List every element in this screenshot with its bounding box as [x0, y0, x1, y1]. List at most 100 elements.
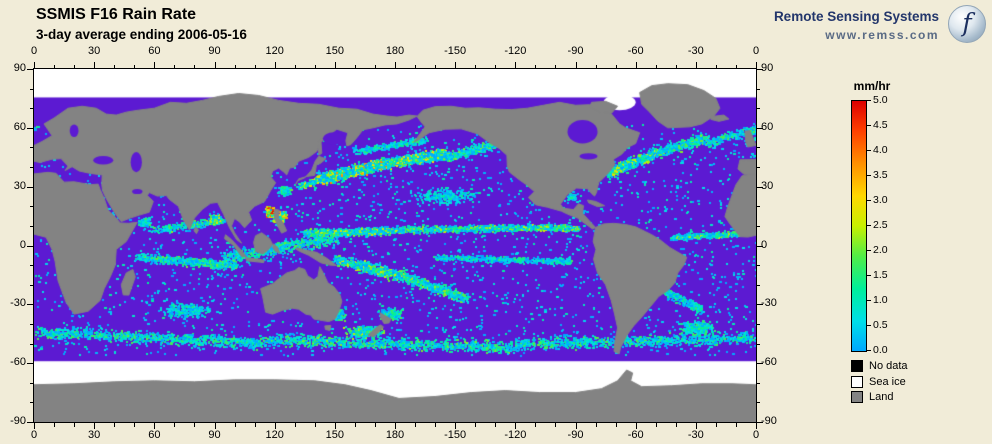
lat-minor-tick-left — [30, 88, 33, 90]
colorbar-tick-label: 4.5 — [873, 119, 888, 131]
colorbar-tick-mark — [867, 300, 871, 301]
lon-minor-tick-top — [114, 64, 116, 68]
lon-minor-tick-top — [435, 64, 437, 68]
lon-tick-label-top: 0 — [752, 45, 760, 57]
lon-minor-tick-bottom — [294, 423, 296, 427]
lon-tick-mark-bottom — [455, 423, 457, 429]
lon-minor-tick-top — [655, 64, 657, 68]
colorbar-tick-label: 2.0 — [873, 244, 888, 256]
lon-tick-mark-top — [334, 62, 336, 68]
lon-minor-tick-bottom — [254, 423, 256, 427]
lon-tick-mark-bottom — [94, 423, 96, 429]
lat-minor-tick-left — [30, 402, 33, 404]
page-subtitle: 3-day average ending 2006-05-16 — [36, 27, 247, 42]
colorbar-units-label: mm/hr — [853, 79, 891, 93]
lon-tick-label-bottom: 180 — [385, 429, 405, 441]
lon-minor-tick-bottom — [555, 423, 557, 427]
map-frame — [33, 68, 757, 423]
lon-tick-label-bottom: 30 — [88, 429, 101, 441]
lon-minor-tick-bottom — [74, 423, 76, 427]
lat-tick-label-right: -60 — [761, 356, 777, 369]
colorbar-tick-label: 1.0 — [873, 294, 888, 306]
rss-globe-logo-icon: f — [948, 5, 986, 43]
lon-tick-mark-bottom — [334, 423, 336, 429]
lon-tick-mark-bottom — [274, 423, 276, 429]
lon-tick-mark-top — [695, 62, 697, 68]
lat-minor-tick-right — [757, 343, 760, 345]
colorbar-tick-mark — [867, 225, 871, 226]
lat-minor-tick-left — [30, 225, 33, 227]
legend-swatch-sea-ice — [851, 375, 863, 388]
page-title: SSMIS F16 Rain Rate — [36, 6, 197, 23]
colorbar-tick-mark — [867, 100, 871, 101]
lon-minor-tick-top — [294, 64, 296, 68]
lon-tick-label-top: 180 — [385, 45, 405, 57]
world-rain-rate-map — [34, 69, 756, 422]
lon-tick-mark-top — [756, 62, 757, 68]
lon-minor-tick-top — [535, 64, 537, 68]
lat-tick-mark-right — [757, 127, 763, 129]
lon-tick-label-top: 90 — [208, 45, 221, 57]
lat-tick-label-right: 60 — [761, 120, 774, 133]
lat-minor-tick-right — [757, 206, 760, 208]
lon-minor-tick-top — [475, 64, 477, 68]
lon-tick-mark-top — [395, 62, 396, 68]
colorbar-tick-label: 1.5 — [873, 269, 888, 281]
lat-tick-mark-left — [27, 363, 33, 365]
lon-minor-tick-top — [234, 64, 236, 68]
lon-tick-label-bottom: -90 — [567, 429, 584, 441]
lon-minor-tick-top — [74, 64, 76, 68]
lon-tick-mark-top — [635, 62, 637, 68]
brand-name: Remote Sensing Systems — [773, 9, 939, 24]
lon-tick-mark-bottom — [395, 423, 396, 429]
lat-tick-mark-right — [757, 186, 763, 188]
lat-tick-mark-right — [757, 304, 763, 306]
lon-tick-label-top: -90 — [567, 45, 584, 57]
lon-tick-mark-bottom — [214, 423, 216, 429]
lon-tick-label-bottom: 150 — [325, 429, 344, 441]
lon-minor-tick-bottom — [735, 423, 737, 427]
lat-minor-tick-right — [757, 323, 760, 325]
lon-tick-mark-top — [34, 62, 35, 68]
lat-tick-label-right: -30 — [761, 297, 777, 310]
colorbar-tick-label: 3.5 — [873, 169, 888, 181]
lon-tick-label-top: 60 — [148, 45, 161, 57]
colorbar-tick-mark — [867, 175, 871, 176]
lon-minor-tick-top — [615, 64, 617, 68]
brand-url-link[interactable]: www.remss.com — [825, 28, 939, 42]
colorbar-tick-label: 2.5 — [873, 219, 888, 231]
legend-swatch-land — [851, 391, 863, 403]
lon-minor-tick-bottom — [134, 423, 136, 427]
brand-text: Remote Sensing Systems www.remss.com — [774, 9, 939, 42]
lat-minor-tick-left — [30, 167, 33, 169]
lon-tick-label-top: -150 — [444, 45, 467, 57]
lon-tick-mark-bottom — [756, 423, 757, 429]
lat-minor-tick-left — [30, 108, 33, 110]
colorbar — [851, 100, 867, 352]
lon-minor-tick-top — [254, 64, 256, 68]
colorbar-tick-label: 5.0 — [873, 94, 888, 106]
lon-minor-tick-bottom — [655, 423, 657, 427]
lon-minor-tick-bottom — [715, 423, 717, 427]
lon-tick-mark-top — [455, 62, 457, 68]
lat-minor-tick-left — [30, 265, 33, 267]
brand-block: Remote Sensing Systems www.remss.com f — [774, 5, 986, 43]
lon-tick-label-top: -120 — [504, 45, 527, 57]
colorbar-tick-mark — [867, 350, 871, 351]
lon-minor-tick-top — [715, 64, 717, 68]
lat-minor-tick-right — [757, 265, 760, 267]
colorbar-tick-mark — [867, 250, 871, 251]
lon-tick-label-bottom: 120 — [265, 429, 284, 441]
lat-tick-mark-right — [757, 422, 763, 423]
lon-minor-tick-top — [595, 64, 597, 68]
colorbar-tick-mark — [867, 200, 871, 201]
lat-tick-label-left: 60 — [13, 120, 26, 133]
lon-minor-tick-bottom — [615, 423, 617, 427]
lon-tick-label-bottom: 0 — [752, 429, 760, 441]
lat-minor-tick-right — [757, 284, 760, 286]
lat-minor-tick-right — [757, 167, 760, 169]
lat-tick-mark-right — [757, 363, 763, 365]
lat-minor-tick-right — [757, 108, 760, 110]
lon-minor-tick-top — [354, 64, 356, 68]
